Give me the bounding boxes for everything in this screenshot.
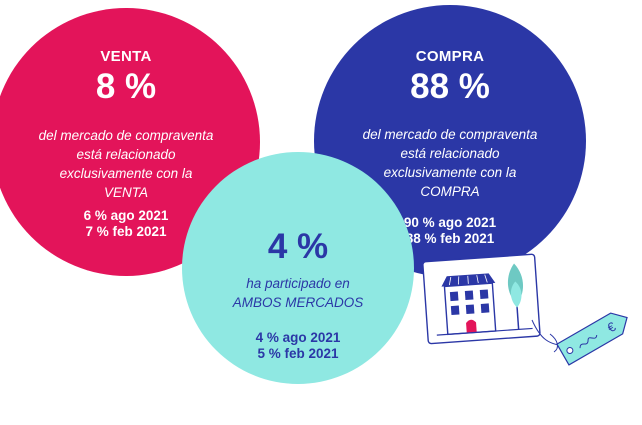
ambos-stat: 5 % feb 2021 xyxy=(257,346,339,361)
compra-stat: 90 % ago 2021 xyxy=(403,215,497,230)
venta-desc-line: VENTA xyxy=(103,185,148,200)
venta-percent: 8 % xyxy=(95,67,157,106)
venta-desc-line: exclusivamente con la xyxy=(59,166,193,181)
ambos-percent: 4 % xyxy=(267,227,329,266)
ambos-desc-line: AMBOS MERCADOS xyxy=(232,295,364,310)
compra-circle: COMPRA 88 % del mercado de compraventa e… xyxy=(314,5,586,277)
house-icon xyxy=(441,273,497,336)
venta-desc-line: está relacionado xyxy=(76,147,176,162)
compra-description: del mercado de compraventa está relacion… xyxy=(314,125,586,201)
house-card xyxy=(422,253,541,345)
compra-desc-line: COMPRA xyxy=(420,184,480,199)
venta-circle: VENTA 8 % del mercado de compraventa est… xyxy=(0,8,260,276)
compra-label: COMPRA xyxy=(415,48,485,65)
venta-stat: 6 % ago 2021 xyxy=(83,208,169,223)
house-card-illustration: € xyxy=(422,253,628,366)
ambos-desc-line: ha participado en xyxy=(246,276,350,291)
compra-desc-line: está relacionado xyxy=(400,146,500,161)
venta-stat: 7 % feb 2021 xyxy=(85,224,167,239)
ambos-stats: 4 % ago 2021 5 % feb 2021 xyxy=(182,330,414,362)
compra-stat: 88 % feb 2021 xyxy=(405,231,495,246)
compra-stats: 90 % ago 2021 88 % feb 2021 xyxy=(314,215,586,247)
tree-icon xyxy=(507,263,523,330)
venta-label: VENTA xyxy=(100,48,152,65)
compra-desc-line: del mercado de compraventa xyxy=(362,127,538,142)
ambos-stat: 4 % ago 2021 xyxy=(255,330,341,345)
venta-description: del mercado de compraventa está relacion… xyxy=(0,126,260,202)
venta-stats: 6 % ago 2021 7 % feb 2021 xyxy=(0,208,260,240)
price-tag-icon: € xyxy=(556,312,628,366)
venta-desc-line: del mercado de compraventa xyxy=(38,128,214,143)
compra-desc-line: exclusivamente con la xyxy=(383,165,517,180)
ambos-description: ha participado en AMBOS MERCADOS xyxy=(182,274,414,312)
ambos-circle: 4 % ha participado en AMBOS MERCADOS 4 %… xyxy=(182,152,414,384)
compra-percent: 88 % xyxy=(410,67,490,106)
